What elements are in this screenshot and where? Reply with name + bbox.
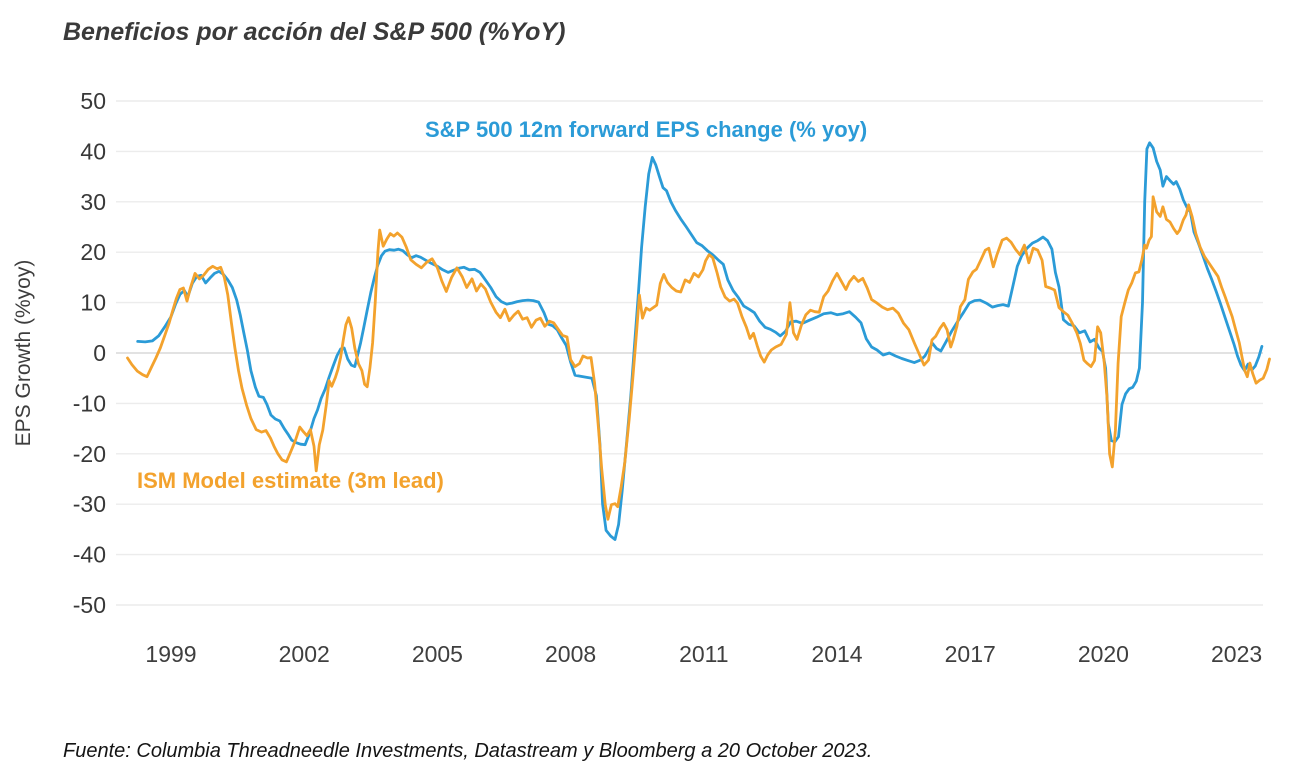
y-tick-label: -40	[73, 542, 106, 568]
gridlines	[116, 100, 1263, 606]
x-tick-label: 2017	[945, 641, 996, 667]
x-tick-label: 2005	[412, 641, 463, 667]
x-tick-label: 2008	[545, 641, 596, 667]
x-tick-label: 2002	[279, 641, 330, 667]
y-tick-label: 50	[80, 88, 106, 114]
legend-label-blue-series: S&P 500 12m forward EPS change (% yoy)	[425, 117, 867, 142]
legend-label-orange-series: ISM Model estimate (3m lead)	[137, 468, 444, 493]
y-axis-tick-labels: 50 40 30 20 10 0 -10 -20 -30 -40 -50	[73, 88, 106, 618]
ism-model-estimate-line	[126, 195, 1271, 521]
y-tick-label: -20	[73, 441, 106, 467]
y-tick-label: 20	[80, 239, 106, 265]
x-tick-label: 1999	[145, 641, 196, 667]
y-tick-label: -10	[73, 390, 106, 416]
x-axis-tick-labels: 1999 2002 2005 2008 2011 2014 2017 2020 2023	[145, 641, 1262, 667]
y-tick-label: 30	[80, 189, 106, 215]
source-note: Fuente: Columbia Threadneedle Investment…	[63, 740, 872, 762]
series-lines	[126, 141, 1271, 541]
x-tick-label: 2023	[1211, 641, 1262, 667]
y-tick-label: 0	[93, 340, 106, 366]
y-tick-label: -30	[73, 491, 106, 517]
page-title: Beneficios por acción del S&P 500 (%YoY)	[63, 18, 565, 46]
x-tick-label: 2014	[811, 641, 862, 667]
x-tick-label: 2020	[1078, 641, 1129, 667]
y-tick-label: -50	[73, 592, 106, 618]
x-tick-label: 2011	[679, 641, 728, 667]
y-tick-label: 10	[80, 290, 106, 316]
y-tick-label: 40	[80, 138, 106, 164]
y-axis-title: EPS Growth (%yoy)	[12, 260, 35, 447]
